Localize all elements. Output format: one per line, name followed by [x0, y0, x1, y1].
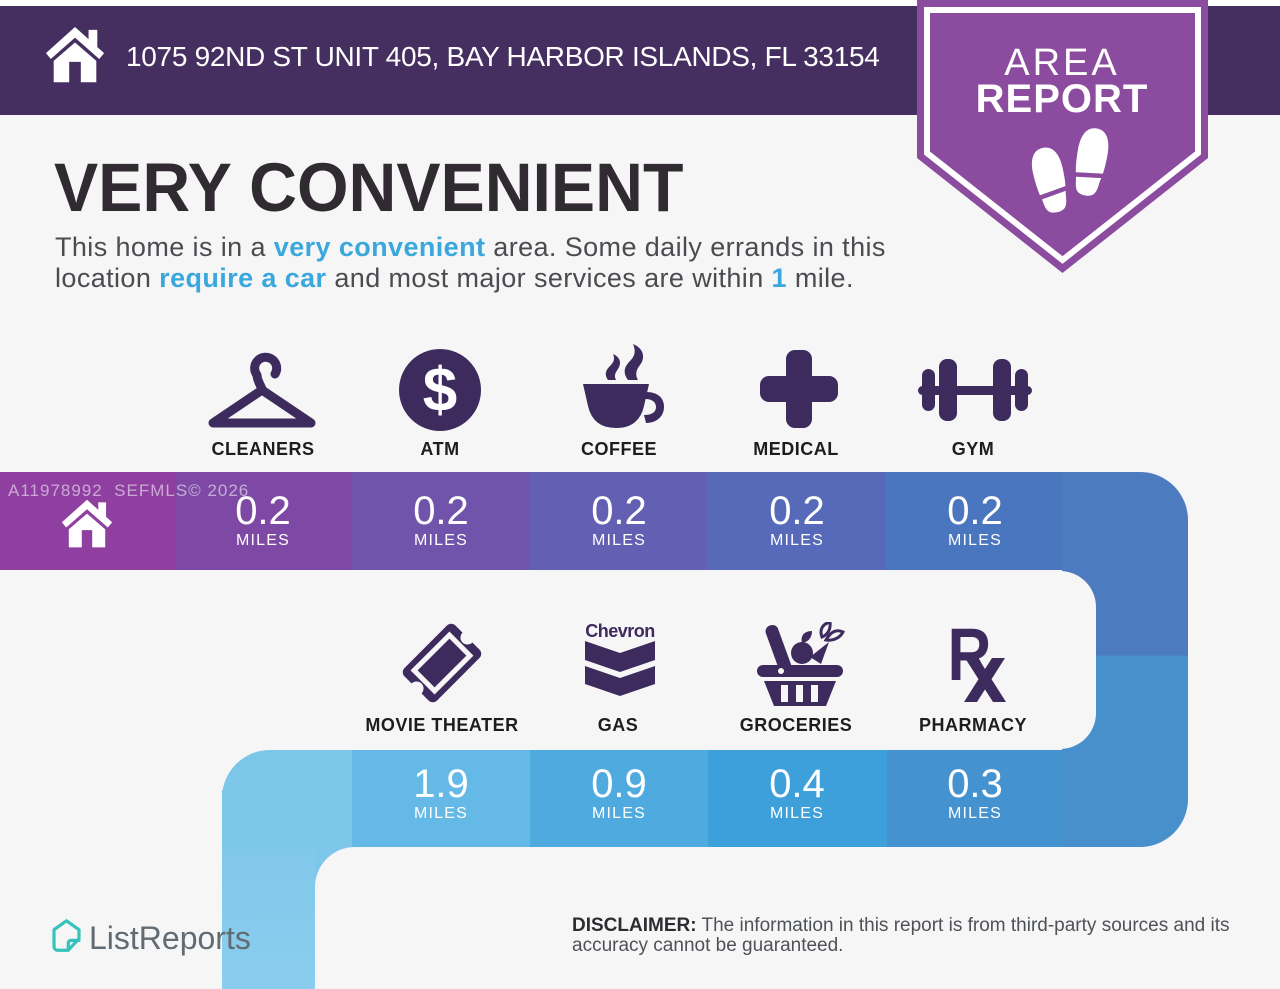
svg-text:Chevron: Chevron: [585, 621, 655, 641]
svg-text:AREA: AREA: [1004, 42, 1119, 84]
svg-text:$: $: [423, 356, 457, 425]
svg-text:REPORT: REPORT: [976, 77, 1149, 121]
